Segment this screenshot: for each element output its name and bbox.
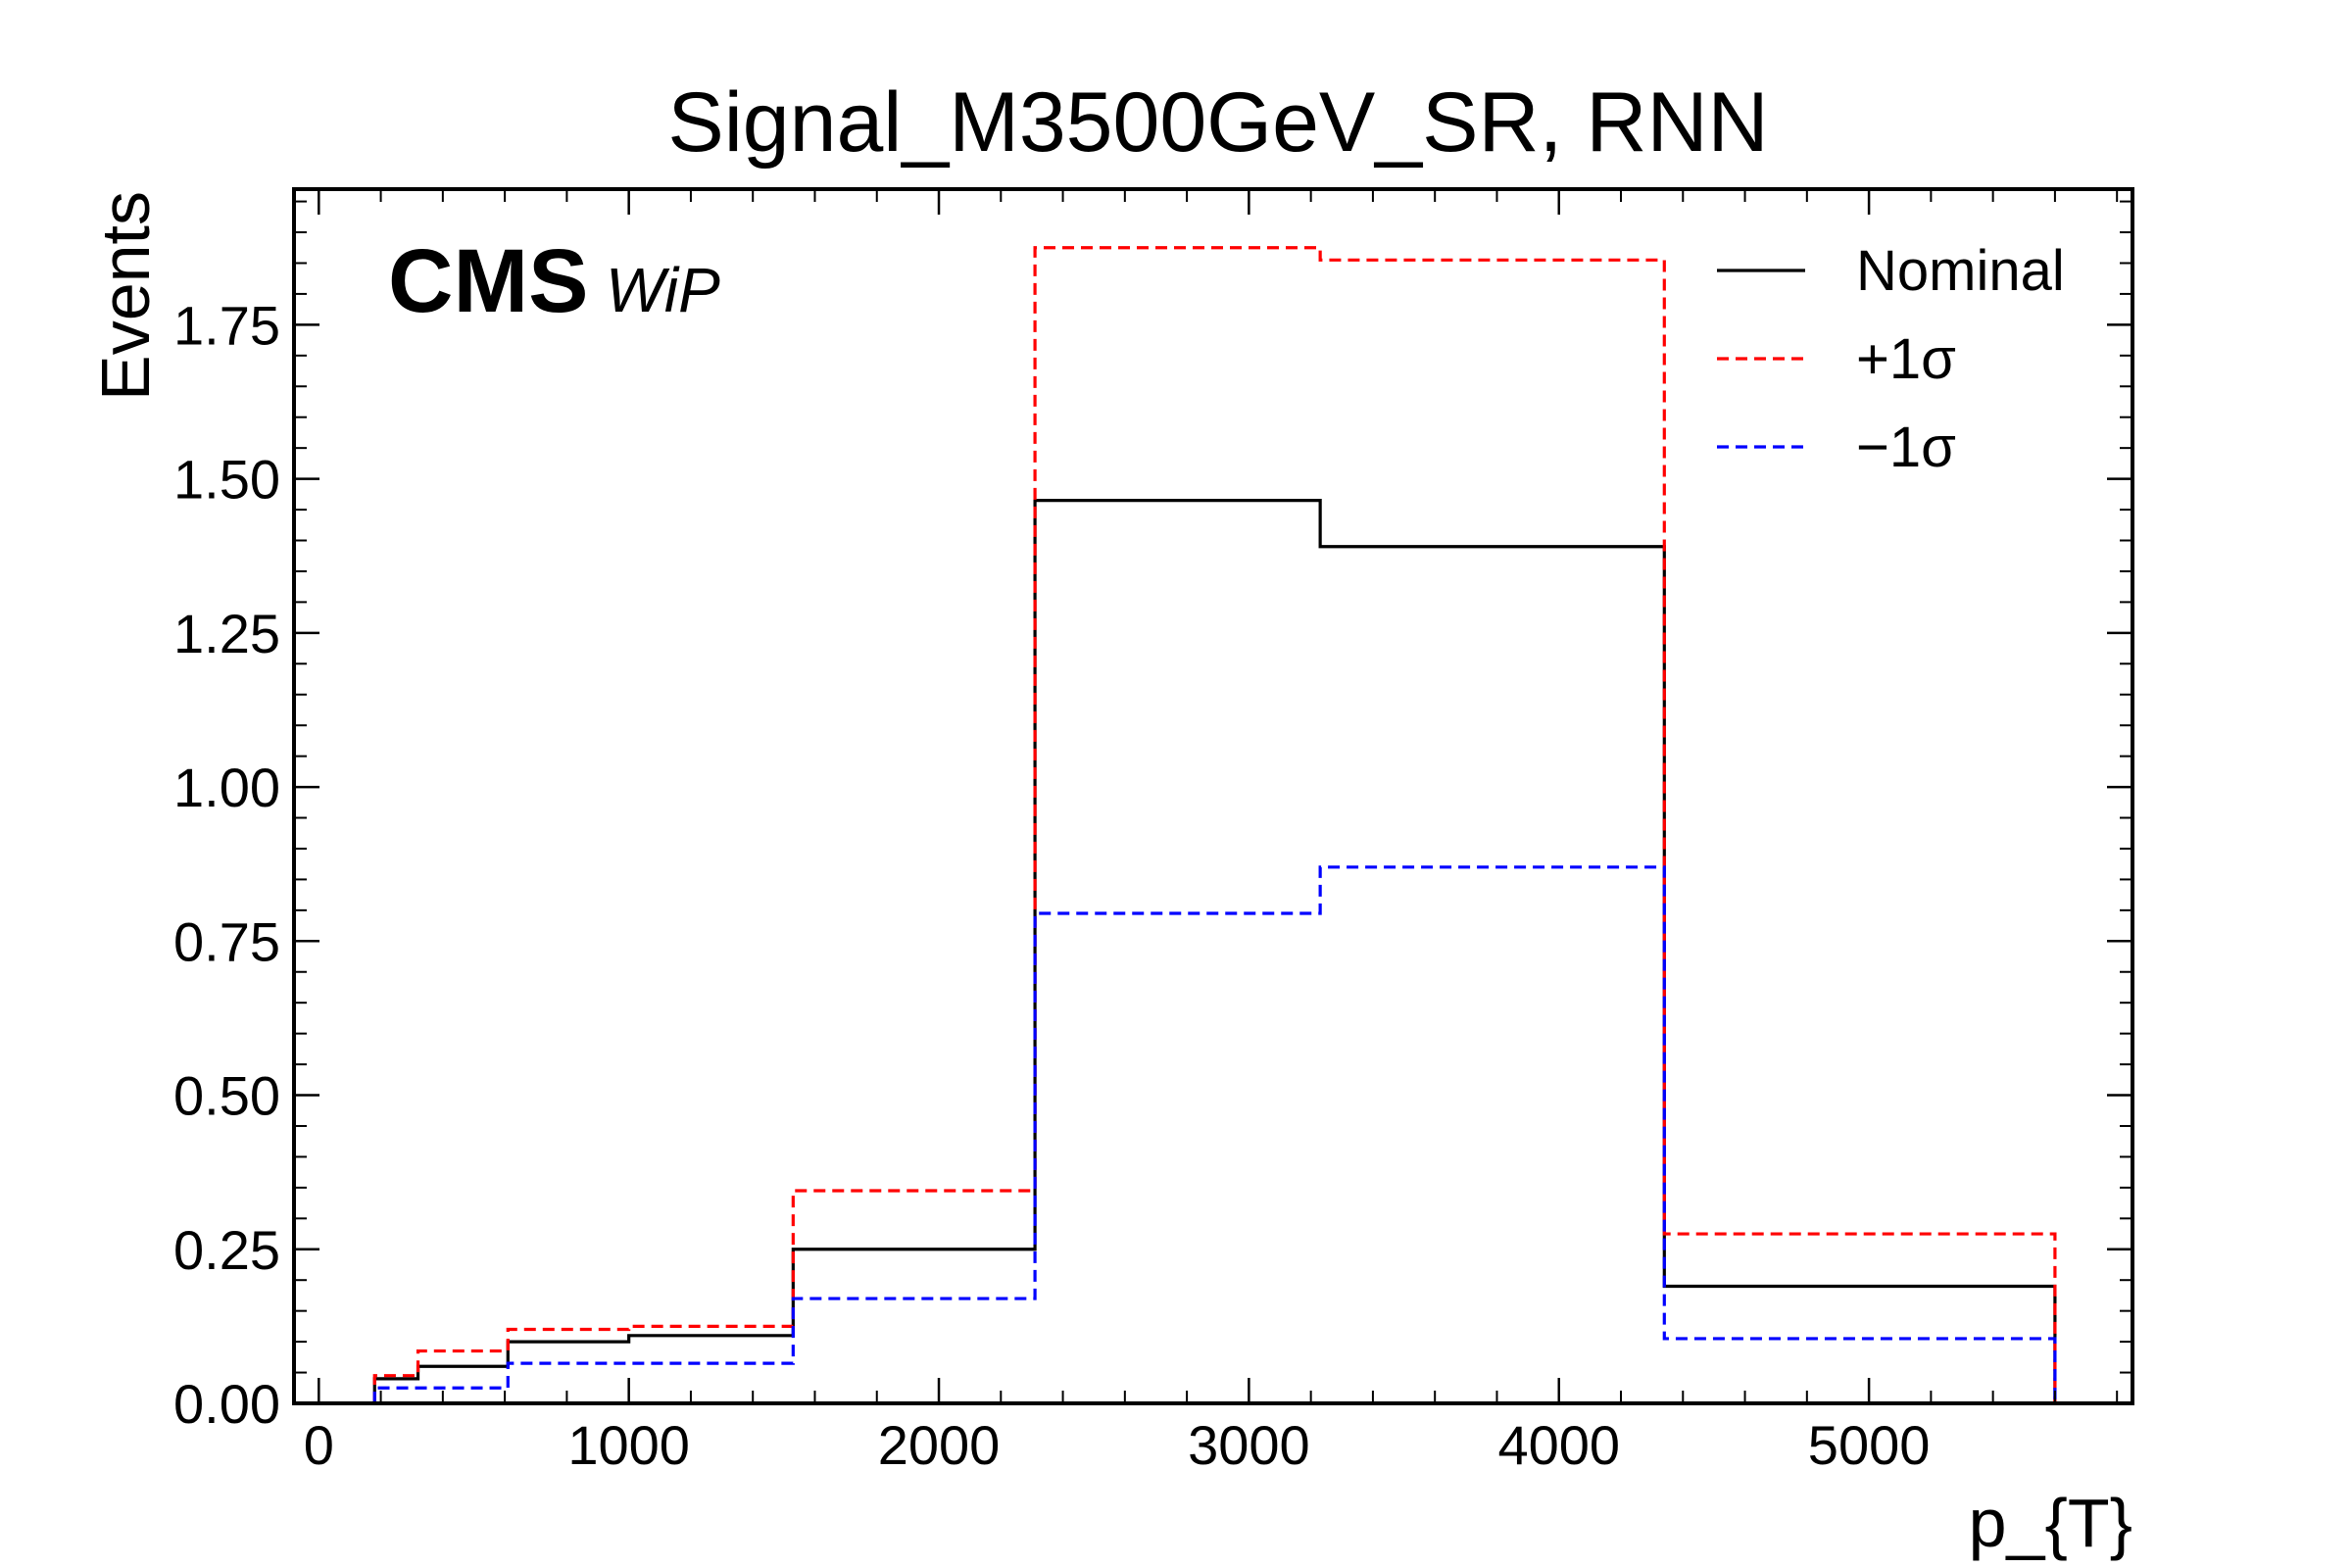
x-axis-label: p_{T} bbox=[1969, 1485, 2132, 1561]
x-tick-label: 0 bbox=[304, 1414, 334, 1476]
legend-label-1: +1σ bbox=[1856, 327, 1956, 391]
y-tick-label: 0.75 bbox=[173, 910, 280, 972]
x-tick-label: 2000 bbox=[878, 1414, 1001, 1476]
x-tick-label: 4000 bbox=[1497, 1414, 1620, 1476]
series-line-0 bbox=[372, 499, 2057, 1403]
y-tick-label: 0.00 bbox=[173, 1373, 280, 1435]
cms-label: CMS bbox=[388, 231, 588, 331]
y-tick-label: 1.25 bbox=[173, 603, 280, 664]
y-tick-label: 1.50 bbox=[173, 449, 280, 511]
series-line-1 bbox=[372, 246, 2057, 1403]
legend: Nominal +1σ −1σ bbox=[1717, 239, 2065, 479]
y-tick-label: 0.25 bbox=[173, 1219, 280, 1281]
series-line-2 bbox=[372, 865, 2057, 1403]
y-tick-label: 0.50 bbox=[173, 1065, 280, 1127]
legend-label-0: Nominal bbox=[1856, 239, 2065, 303]
x-tick-label: 1000 bbox=[567, 1414, 690, 1476]
x-tick-label: 3000 bbox=[1188, 1414, 1310, 1476]
tick-layer: 0 1000 2000 3000 4000 5000 0.00 0.25 0.50 0.75 1.0… bbox=[173, 189, 2132, 1476]
x-tick-label: 5000 bbox=[1808, 1414, 1931, 1476]
chart-title: Signal_M3500GeV_SR, RNN bbox=[667, 75, 1768, 170]
wip-label: WiP bbox=[606, 255, 720, 325]
series-layer bbox=[372, 246, 2057, 1403]
y-tick-label: 1.00 bbox=[173, 757, 280, 818]
plot-frame bbox=[292, 187, 2134, 1405]
y-axis-label: Events bbox=[87, 191, 164, 401]
legend-label-2: −1σ bbox=[1856, 416, 1956, 479]
y-tick-label: 1.75 bbox=[173, 294, 280, 356]
